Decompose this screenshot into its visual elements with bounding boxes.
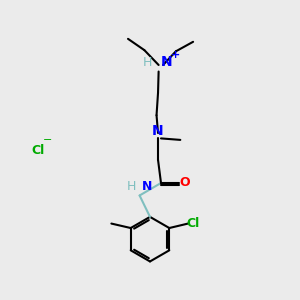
Text: Cl: Cl (187, 217, 200, 230)
Text: +: + (171, 50, 180, 60)
Text: −: − (42, 135, 52, 145)
Text: H: H (143, 56, 152, 69)
Text: O: O (179, 176, 190, 190)
Text: N: N (152, 124, 164, 138)
Text: Cl: Cl (31, 143, 44, 157)
Text: H: H (127, 179, 136, 193)
Text: N: N (160, 55, 172, 69)
Text: N: N (141, 179, 152, 193)
